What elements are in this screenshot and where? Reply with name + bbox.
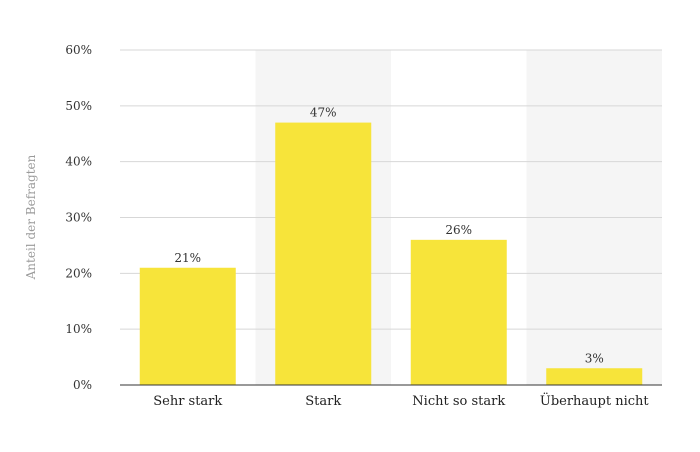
- y-tick-labels: 0% 10% 20% 30% 40% 50% 60%: [65, 43, 92, 392]
- data-label: 47%: [310, 106, 337, 120]
- x-tick-label: Nicht so stark: [412, 394, 505, 409]
- data-label: 26%: [445, 223, 472, 237]
- x-tick-labels: Sehr stark Stark Nicht so stark Überhaupt n…: [153, 392, 649, 409]
- data-label: 21%: [174, 251, 201, 265]
- bar: [410, 239, 507, 385]
- y-tick-label: 0%: [73, 378, 92, 392]
- x-tick-label: Überhaupt nicht: [540, 392, 650, 409]
- bar: [139, 267, 236, 385]
- y-tick-label: 40%: [65, 155, 92, 169]
- bar: [546, 368, 643, 385]
- data-labels: 21% 47% 26% 3%: [174, 106, 603, 366]
- y-tick-label: 50%: [65, 99, 92, 113]
- x-tick-label: Sehr stark: [153, 394, 222, 409]
- y-tick-label: 30%: [65, 211, 92, 225]
- y-axis-label: Anteil der Befragten: [24, 154, 38, 280]
- bars: [139, 122, 643, 385]
- y-tick-label: 60%: [65, 43, 92, 57]
- y-tick-label: 20%: [65, 266, 92, 280]
- bar: [275, 122, 372, 385]
- data-label: 3%: [585, 351, 604, 365]
- x-tick-label: Stark: [305, 394, 341, 409]
- y-tick-label: 10%: [65, 322, 92, 336]
